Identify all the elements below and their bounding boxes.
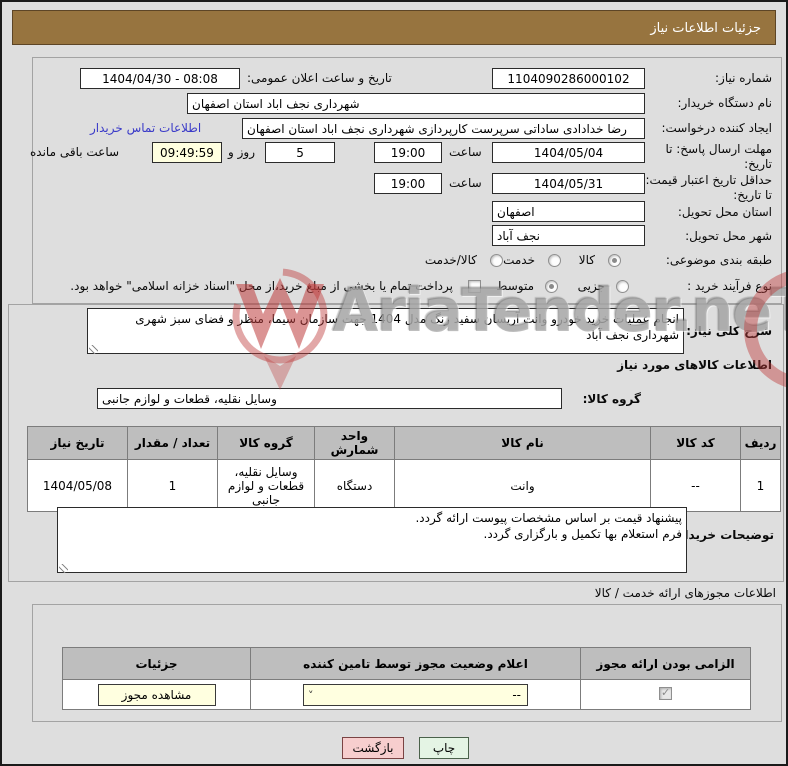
need-number-field[interactable]: 1104090286000102	[492, 68, 645, 89]
reply-deadline-time-field[interactable]: 19:00	[374, 142, 442, 163]
radio-medium-label: متوسط	[496, 279, 534, 293]
cell-need-date: 1404/05/08	[27, 459, 128, 512]
price-validity-time-field[interactable]: 19:00	[374, 173, 442, 194]
creator-label: ایجاد کننده درخواست:	[661, 121, 772, 135]
permits-section-title: اطلاعات مجوزهای ارائه خدمت / کالا	[594, 586, 776, 600]
permits-groupbox	[32, 604, 782, 722]
permit-mandatory-checkbox[interactable]	[659, 686, 672, 700]
announce-datetime-field[interactable]: 1404/04/30 - 08:08	[80, 68, 240, 89]
countdown-time-field: 09:49:59	[152, 142, 222, 163]
buyer-org-label: نام دستگاه خریدار:	[677, 96, 773, 110]
goods-section-title: اطلاعات کالاهای مورد نیاز	[617, 358, 772, 372]
main-form-groupbox	[32, 57, 782, 304]
cell-row-number: 1	[740, 459, 781, 512]
province-label: استان محل تحویل:	[677, 205, 772, 219]
buyer-notes-label: توضیحات خریدار:	[672, 528, 774, 542]
radio-goods-label: کالا	[578, 253, 595, 267]
countdown-days-label: روز و	[228, 145, 255, 159]
price-validity-date-field[interactable]: 1404/05/31	[492, 173, 645, 194]
province-field[interactable]: اصفهان	[492, 201, 645, 222]
radio-goods[interactable]	[608, 254, 621, 267]
buyer-contact-link[interactable]: اطلاعات تماس خریدار	[90, 121, 202, 135]
radio-minor-label: جزیی	[577, 279, 605, 293]
price-validity-hour-label: ساعت	[449, 176, 482, 190]
radio-goods-service-label: کالا/خدمت	[424, 253, 477, 267]
goods-table-row: 1 -- وانت دستگاه وسایل نقلیه، قطعات و لو…	[27, 459, 781, 512]
col-permit-details: جزئیات	[62, 647, 251, 680]
permits-table-row: -- ˅ مشاهده مجوز	[62, 679, 751, 710]
reply-hour-label: ساعت	[449, 145, 482, 159]
permits-table-header-row: الزامی بودن ارائه مجوز اعلام وضعیت مجوز …	[62, 647, 751, 680]
col-quantity: تعداد / مقدار	[127, 426, 218, 460]
print-button[interactable]: چاپ	[419, 737, 469, 759]
col-row-number: ردیف	[740, 426, 781, 460]
buyer-org-field[interactable]: شهرداری نجف اباد استان اصفهان	[187, 93, 645, 114]
col-item-name: نام کالا	[394, 426, 651, 460]
goods-group-label: گروه کالا:	[582, 392, 641, 406]
col-need-date: تاریخ نیاز	[27, 426, 128, 460]
treasury-checkbox-label: پرداخت تمام یا بخشی از مبلغ خرید،از محل …	[70, 279, 453, 293]
col-group: گروه کالا	[217, 426, 315, 460]
need-description-textarea[interactable]: انجام عملیات خرید خودرو وانت آریسان سفید…	[87, 308, 684, 354]
creator-field[interactable]: رضا خدادادی ساداتی سرپرست کارپردازی شهرد…	[242, 118, 645, 139]
city-label: شهر محل تحویل:	[685, 229, 772, 243]
view-permit-button[interactable]: مشاهده مجوز	[97, 683, 216, 706]
col-unit: واحد شمارش	[314, 426, 395, 460]
resize-handle-icon[interactable]	[59, 564, 68, 573]
permit-status-select[interactable]: -- ˅	[303, 683, 528, 706]
treasury-checkbox[interactable]	[468, 280, 481, 293]
city-field[interactable]: نجف آباد	[492, 225, 645, 246]
col-permit-mandatory: الزامی بودن ارائه مجوز	[580, 647, 751, 680]
process-type-label: نوع فرآیند خرید :	[687, 279, 772, 293]
cell-unit: دستگاه	[314, 459, 395, 512]
announce-datetime-label: تاریخ و ساعت اعلان عمومی:	[247, 71, 392, 85]
goods-groupbox	[8, 304, 784, 582]
radio-medium[interactable]	[545, 280, 558, 293]
col-item-code: کد کالا	[650, 426, 741, 460]
goods-table: ردیف کد کالا نام کالا واحد شمارش گروه کا…	[27, 426, 781, 512]
buyer-notes-textarea[interactable]: پیشنهاد قیمت بر اساس مشخصات پیوست ارائه …	[57, 507, 687, 573]
col-permit-status: اعلام وضعیت مجوز توسط تامین کننده	[250, 647, 581, 680]
back-button[interactable]: بازگشت	[342, 737, 404, 759]
countdown-days-field: 5	[265, 142, 335, 163]
resize-handle-icon[interactable]	[89, 345, 98, 354]
goods-table-header-row: ردیف کد کالا نام کالا واحد شمارش گروه کا…	[27, 426, 781, 460]
radio-goods-service[interactable]	[490, 254, 503, 267]
cell-item-name: وانت	[394, 459, 651, 512]
radio-service-label: خدمت	[503, 253, 535, 267]
page-title: جزئیات اطلاعات نیاز	[12, 10, 776, 45]
permits-table: الزامی بودن ارائه مجوز اعلام وضعیت مجوز …	[62, 647, 751, 710]
cell-item-code: --	[650, 459, 741, 512]
price-validity-label: حداقل تاریخ اعتبار قیمت: تا تاریخ:	[645, 173, 772, 202]
reply-deadline-label: مهلت ارسال پاسخ: تا تاریخ:	[665, 142, 772, 171]
cell-quantity: 1	[127, 459, 218, 512]
reply-deadline-date-field[interactable]: 1404/05/04	[492, 142, 645, 163]
classification-label: طبقه بندی موضوعی:	[665, 253, 772, 267]
radio-service[interactable]	[548, 254, 561, 267]
chevron-down-icon: ˅	[308, 688, 314, 702]
need-description-label: شرح کلی نیاز:	[686, 324, 772, 338]
countdown-suffix-label: ساعت باقی مانده	[30, 145, 120, 159]
cell-group: وسایل نقلیه، قطعات و لوازم جانبی	[217, 459, 315, 512]
need-number-label: شماره نیاز:	[715, 71, 772, 85]
radio-minor[interactable]	[616, 280, 629, 293]
goods-group-field[interactable]: وسایل نقلیه، قطعات و لوازم جانبی	[97, 388, 562, 409]
permit-status-value: --	[512, 687, 521, 702]
